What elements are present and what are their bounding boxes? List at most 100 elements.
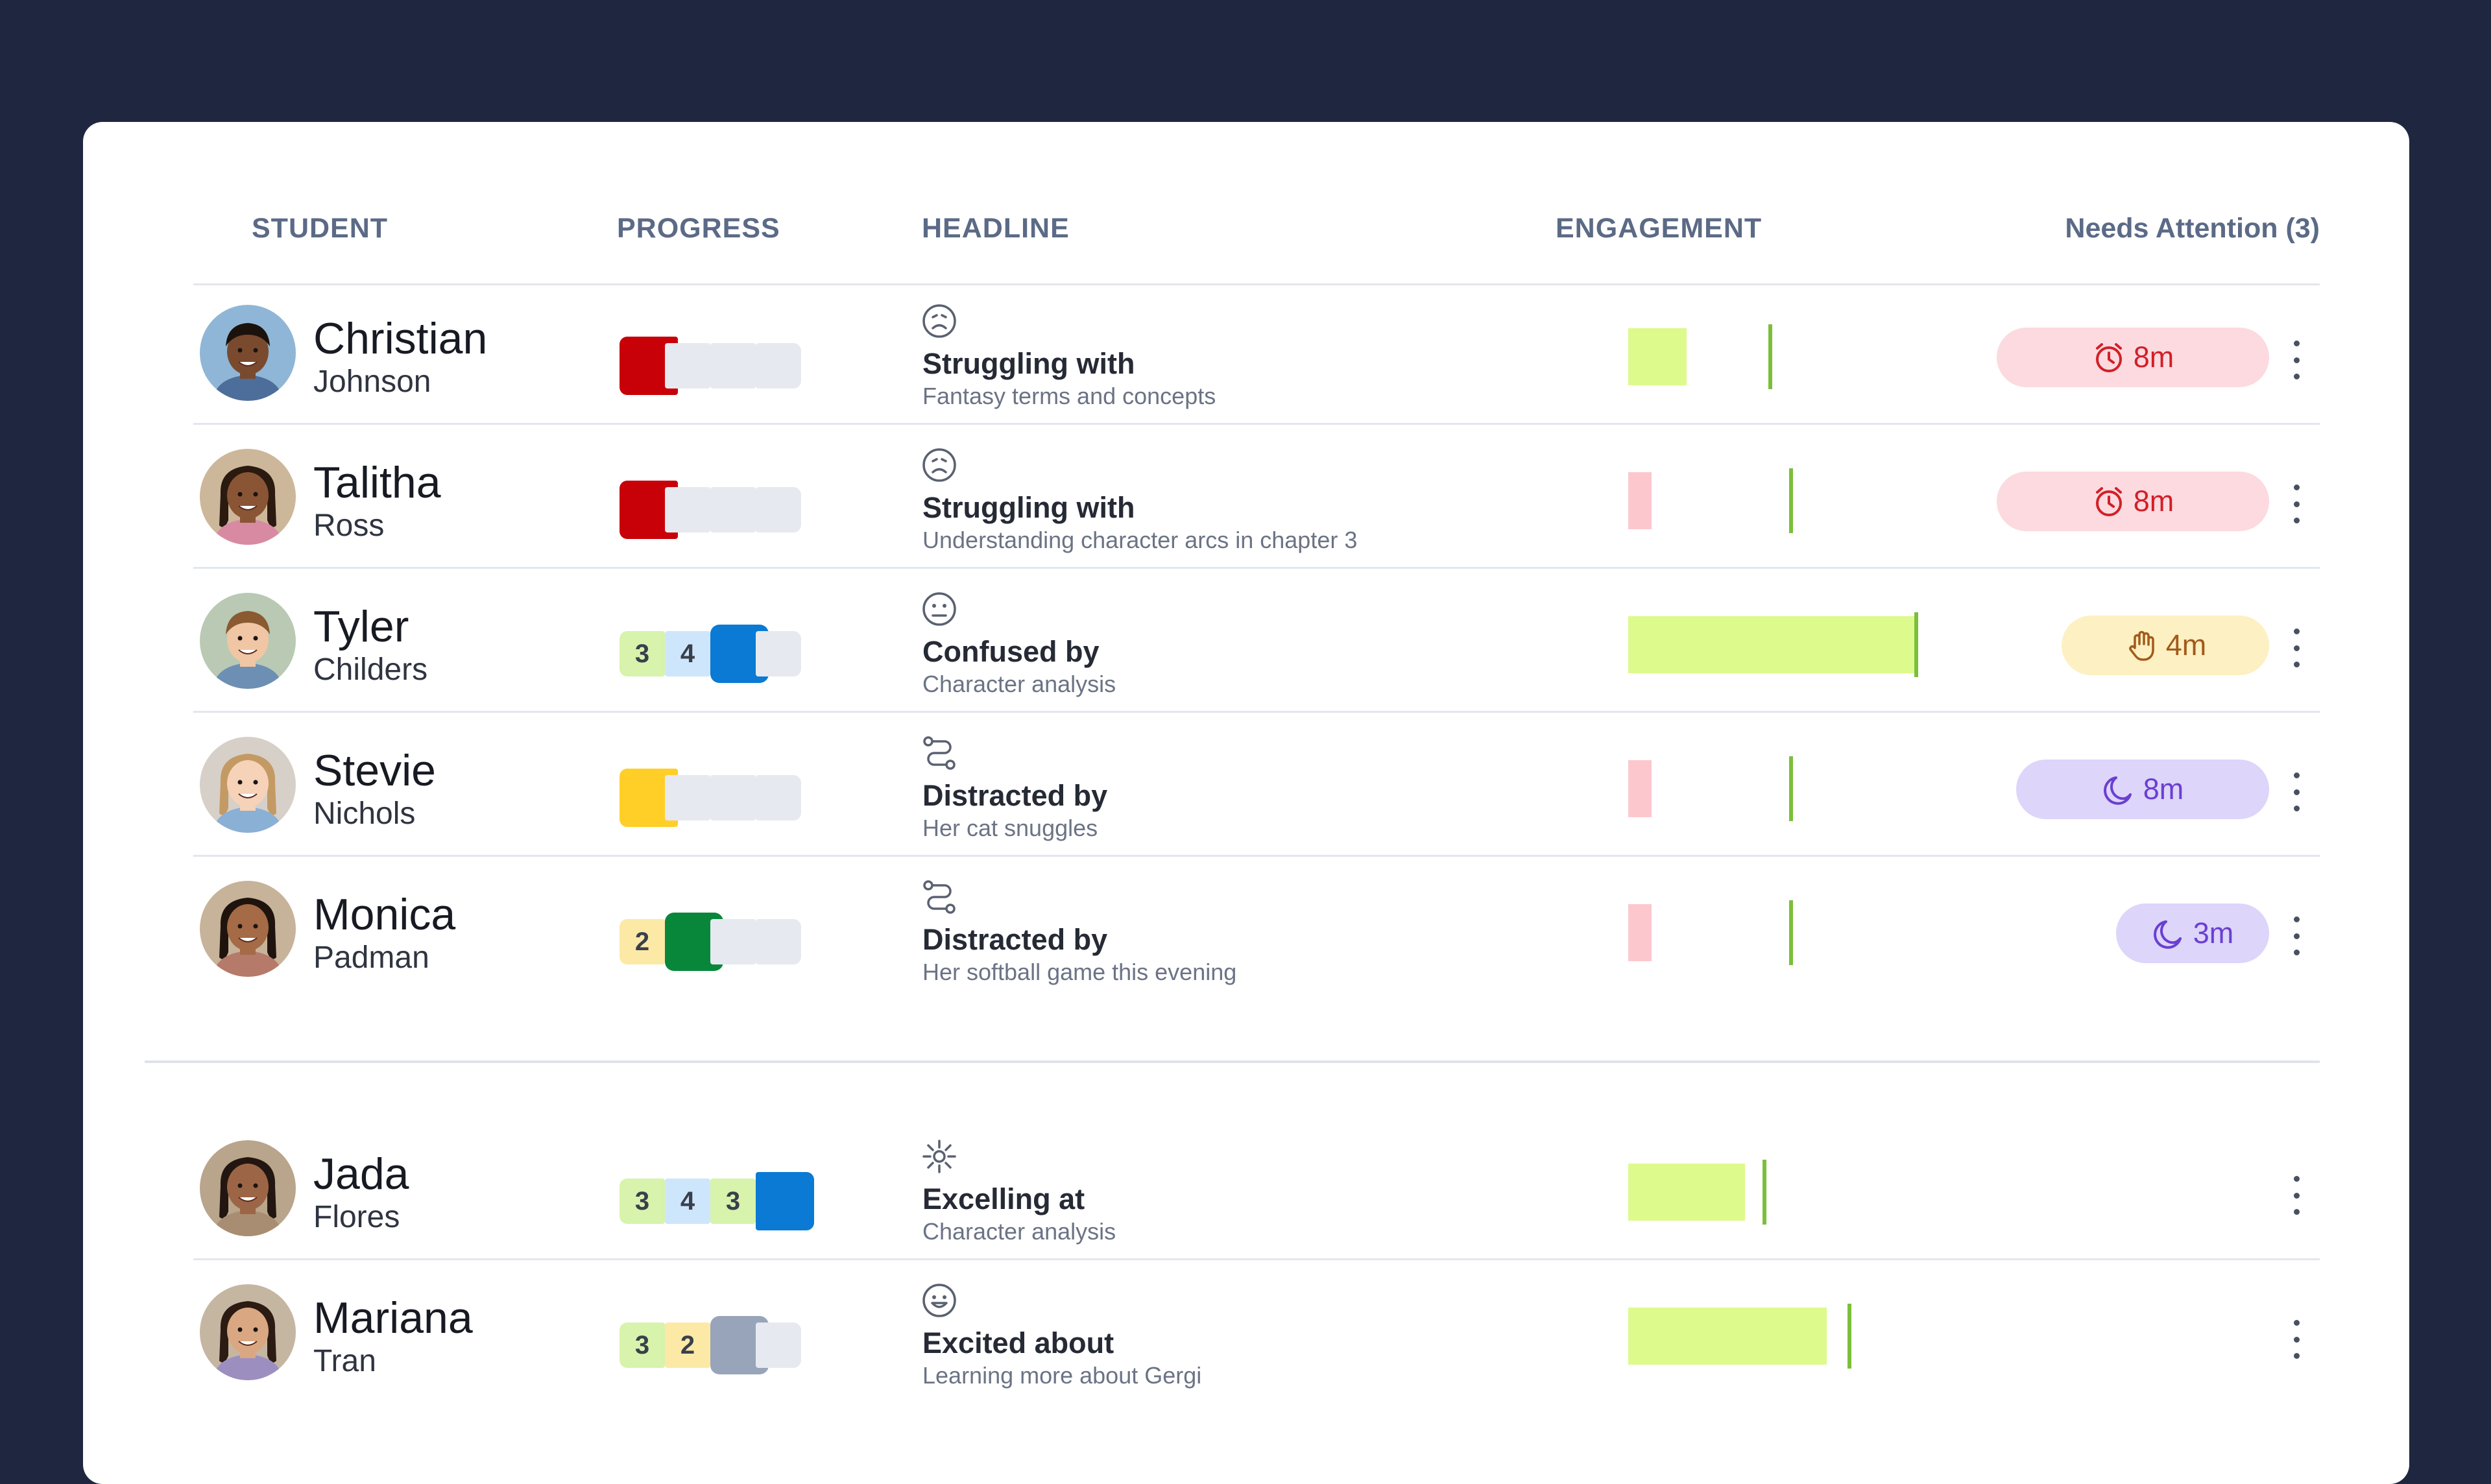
student-first-name[interactable]: Tyler xyxy=(313,602,409,651)
progress-step-completed: 4 xyxy=(665,631,710,676)
headline-title: Excelling at xyxy=(922,1182,1085,1215)
progress-step-empty xyxy=(665,343,710,389)
engagement-column-header: ENGAGEMENT xyxy=(1556,213,1763,244)
engagement-target-marker xyxy=(1789,468,1793,533)
student-first-name[interactable]: Jada xyxy=(313,1149,409,1199)
more-options-icon[interactable] xyxy=(2290,1176,2303,1215)
class-overview-card: STUDENT PROGRESS HEADLINE ENGAGEMENT Nee… xyxy=(83,122,2409,1484)
headline-title: Excited about xyxy=(922,1326,1114,1359)
student-last-name: Tran xyxy=(313,1344,376,1378)
student-first-name[interactable]: Mariana xyxy=(313,1293,473,1343)
sad-face-icon xyxy=(920,302,959,341)
student-row[interactable]: Jada Flores 3 4 3 Excelling at Character analy… xyxy=(193,1118,2320,1260)
progress-step-completed: 3 xyxy=(620,631,665,676)
student-row[interactable]: Talitha Ross Struggling with Understanding … xyxy=(193,426,2320,569)
student-first-name[interactable]: Monica xyxy=(313,890,456,939)
attention-badge[interactable]: 4m xyxy=(2062,616,2269,675)
engagement-target-marker xyxy=(1914,612,1918,677)
engagement-bar xyxy=(1628,1164,1745,1221)
avatar xyxy=(200,737,296,833)
attention-duration: 8m xyxy=(2133,485,2174,518)
more-options-icon[interactable] xyxy=(2290,1320,2303,1359)
headline-title: Distracted by xyxy=(922,923,1108,956)
distracted-route-icon xyxy=(920,734,959,772)
engagement-meter xyxy=(1628,756,1966,821)
engagement-meter xyxy=(1628,324,1966,389)
needs-attention-header[interactable]: Needs Attention (3) xyxy=(2065,213,2320,244)
progress-step-empty xyxy=(756,343,801,389)
student-column-header: STUDENT xyxy=(252,213,389,244)
sparkle-icon xyxy=(920,1137,959,1176)
happy-face-icon xyxy=(920,1281,959,1320)
timer-icon xyxy=(2092,341,2126,374)
student-first-name[interactable]: Talitha xyxy=(313,458,441,507)
attention-badge[interactable]: 8m xyxy=(2016,760,2269,819)
engagement-bar xyxy=(1628,760,1652,817)
more-options-icon[interactable] xyxy=(2290,772,2303,811)
engagement-target-marker xyxy=(1768,324,1772,389)
engagement-meter xyxy=(1628,900,1966,965)
row-divider xyxy=(193,855,2320,857)
student-row[interactable]: Monica Padman 2 Distracted by Her softball g… xyxy=(193,858,2320,1001)
engagement-bar xyxy=(1628,904,1652,961)
headline-title: Confused by xyxy=(922,635,1100,668)
student-row[interactable]: Tyler Childers 3 4 Confused by Character anal… xyxy=(193,570,2320,713)
engagement-bar xyxy=(1628,328,1687,385)
student-last-name: Ross xyxy=(313,509,385,543)
progress-step-empty xyxy=(756,919,801,964)
engagement-target-marker xyxy=(1763,1160,1766,1225)
student-first-name[interactable]: Stevie xyxy=(313,746,436,795)
attention-badge[interactable]: 8m xyxy=(1997,328,2269,387)
engagement-meter xyxy=(1628,1160,1966,1225)
progress-tracker xyxy=(620,766,812,827)
more-options-icon[interactable] xyxy=(2290,485,2303,523)
engagement-meter xyxy=(1628,612,1966,677)
headline-subtitle: Character analysis xyxy=(922,1218,1116,1245)
group-divider xyxy=(145,1060,2320,1063)
headline-subtitle: Learning more about Gergi xyxy=(922,1362,1202,1389)
student-row[interactable]: Christian Johnson Struggling with Fantasy t… xyxy=(193,282,2320,425)
engagement-bar xyxy=(1628,1308,1827,1365)
student-row[interactable]: Stevie Nichols Distracted by Her cat snuggl… xyxy=(193,714,2320,857)
progress-column-header: PROGRESS xyxy=(617,213,780,244)
progress-step-empty xyxy=(665,775,710,820)
more-options-icon[interactable] xyxy=(2290,916,2303,955)
moon-icon xyxy=(2102,772,2136,806)
progress-tracker xyxy=(620,478,812,539)
progress-step-completed: 3 xyxy=(620,1179,665,1224)
avatar xyxy=(200,1140,296,1236)
progress-step-current xyxy=(756,1172,814,1230)
progress-step-empty xyxy=(710,343,756,389)
progress-step-completed: 3 xyxy=(620,1322,665,1368)
progress-step-completed: 3 xyxy=(710,1179,756,1224)
student-row[interactable]: Mariana Tran 3 2 Excited about Learning more … xyxy=(193,1262,2320,1404)
student-last-name: Nichols xyxy=(313,796,416,831)
engagement-meter xyxy=(1628,1304,1966,1369)
headline-title: Distracted by xyxy=(922,779,1108,812)
engagement-target-marker xyxy=(1789,900,1793,965)
attention-duration: 3m xyxy=(2193,916,2234,950)
progress-step-completed: 2 xyxy=(665,1322,710,1368)
headline-subtitle: Her softball game this evening xyxy=(922,959,1237,985)
student-last-name: Flores xyxy=(313,1200,400,1234)
student-last-name: Johnson xyxy=(313,365,431,399)
progress-step-completed: 4 xyxy=(665,1179,710,1224)
more-options-icon[interactable] xyxy=(2290,341,2303,379)
headline-title: Struggling with xyxy=(922,347,1135,380)
attention-duration: 8m xyxy=(2133,341,2174,374)
more-options-icon[interactable] xyxy=(2290,628,2303,667)
attention-duration: 8m xyxy=(2143,772,2184,806)
attention-duration: 4m xyxy=(2165,628,2207,662)
confused-face-icon xyxy=(920,590,959,628)
progress-step-empty xyxy=(756,1322,801,1368)
progress-tracker xyxy=(620,334,812,395)
attention-badge[interactable]: 8m xyxy=(1997,472,2269,531)
progress-step-empty xyxy=(710,919,756,964)
student-first-name[interactable]: Christian xyxy=(313,314,488,363)
attention-badge[interactable]: 3m xyxy=(2116,904,2269,963)
progress-step-completed: 2 xyxy=(620,919,665,964)
engagement-bar xyxy=(1628,616,1914,673)
row-divider xyxy=(193,711,2320,713)
progress-step-empty xyxy=(756,631,801,676)
